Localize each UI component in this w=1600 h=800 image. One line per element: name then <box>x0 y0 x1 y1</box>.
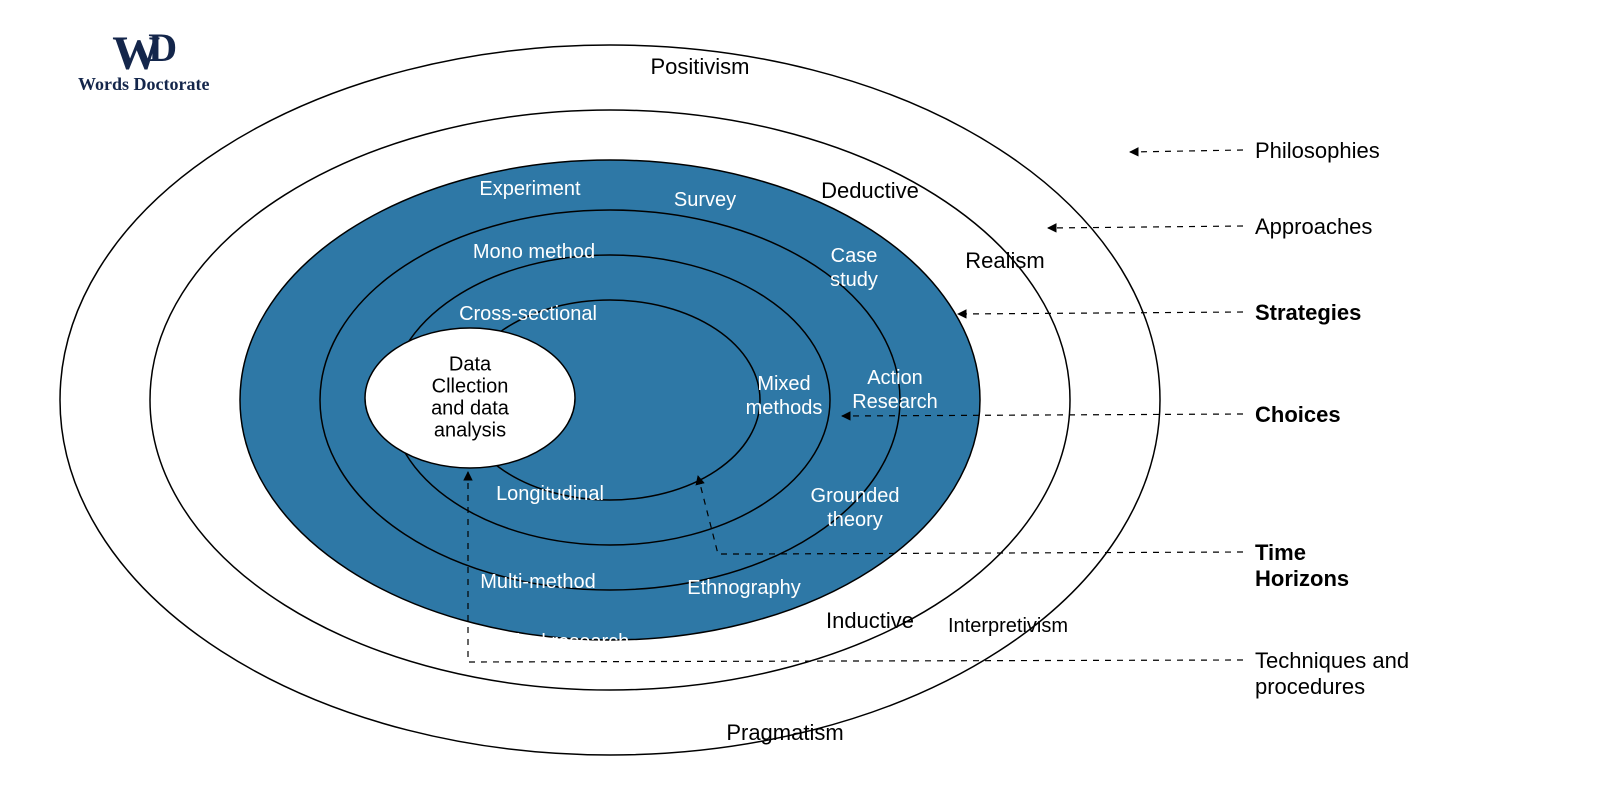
legend-label: Philosophies <box>1255 138 1380 163</box>
ring-label: Case <box>831 245 878 267</box>
ring-label: Deductive <box>821 178 919 203</box>
core-text-line: Data <box>449 353 492 375</box>
ring-label: theory <box>827 509 883 531</box>
legend-label: Choices <box>1255 402 1341 427</box>
ring-label: Pragmatism <box>726 720 843 745</box>
ring-label: Action <box>867 367 923 389</box>
research-onion-diagram: DataCllectionand dataanalysis Positivism D… <box>0 0 1600 800</box>
legend-label: Time <box>1255 540 1306 565</box>
ring-label: Research <box>852 391 938 413</box>
ring-label: Grounded <box>811 485 900 507</box>
ring-label: study <box>830 269 878 291</box>
legend-label: procedures <box>1255 674 1365 699</box>
legend-leader <box>1130 150 1243 152</box>
brand-d: D <box>148 25 175 70</box>
ring-label: Cross-sectional <box>459 303 597 325</box>
ring-label: Survey <box>674 189 736 211</box>
brand-tagline: Words Doctorate <box>78 74 209 95</box>
ring-label: Mixed <box>757 373 810 395</box>
core-text-line: and data <box>431 397 510 419</box>
ring-label: Mono method <box>473 241 595 263</box>
ring-label: Experiment <box>479 178 581 200</box>
core-text-line: Cllection <box>432 375 509 397</box>
ring-label: Multi-method <box>480 571 596 593</box>
ring-label: Realism <box>965 248 1044 273</box>
legend-label: Strategies <box>1255 300 1361 325</box>
core-text-line: analysis <box>434 419 506 441</box>
legend-label: Approaches <box>1255 214 1372 239</box>
ring-label: Ethnography <box>687 577 800 599</box>
brand-mark: WD <box>78 28 209 78</box>
legend-label: Horizons <box>1255 566 1349 591</box>
brand-logo: WD Words Doctorate <box>78 28 209 95</box>
ring-label: Positivism <box>650 54 749 79</box>
legend-label: Techniques and <box>1255 648 1409 673</box>
ring-label: Interpretivism <box>948 615 1068 637</box>
ring-label: Archival research <box>475 631 630 653</box>
ring-label: Inductive <box>826 608 914 633</box>
ring-label: methods <box>746 397 823 419</box>
ring-label: Longitudinal <box>496 483 604 505</box>
